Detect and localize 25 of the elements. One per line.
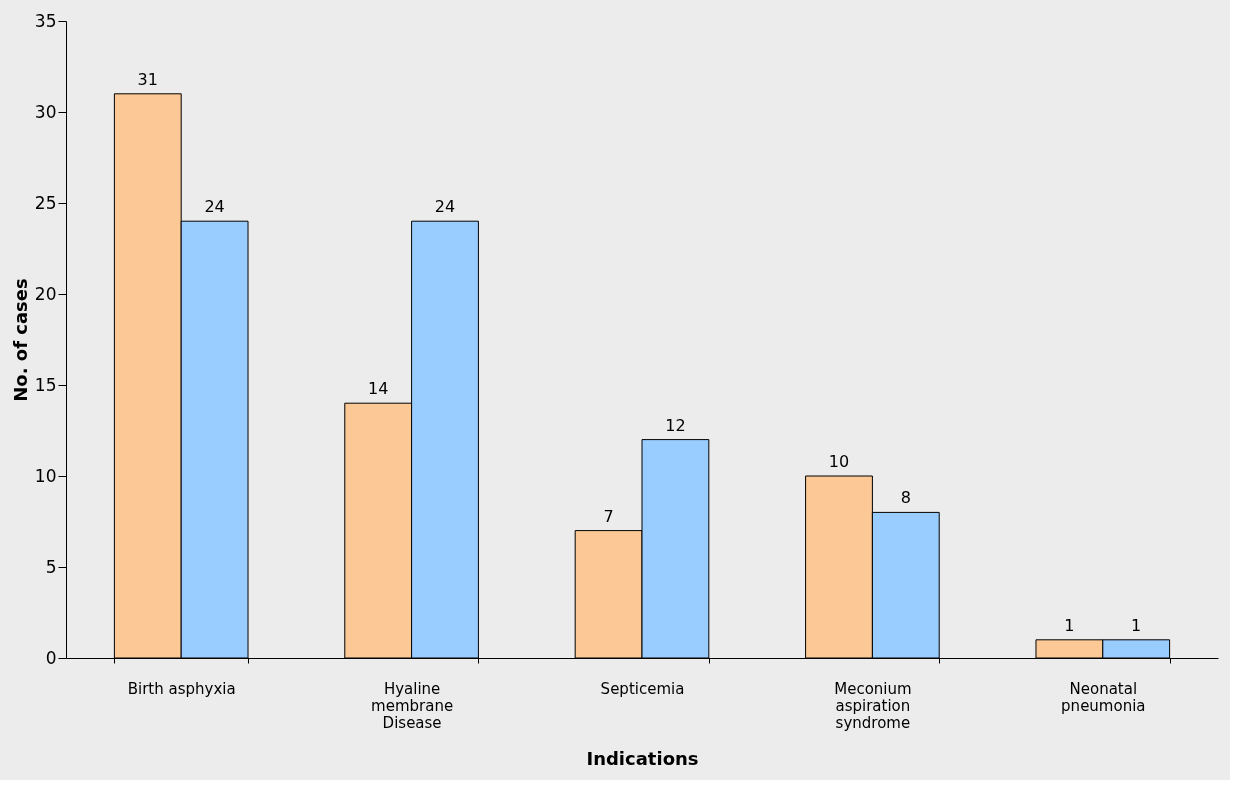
data-label: 12 (665, 415, 686, 435)
y-tick-label: 35 (34, 10, 57, 31)
x-tick-label: Neonatal pneumonia (1061, 679, 1146, 715)
x-tick-label: Birth asphyxia (127, 679, 236, 698)
y-tick-label: 20 (34, 283, 57, 304)
data-label: 14 (368, 379, 389, 399)
y-tick-label: 0 (45, 647, 57, 668)
data-label: 10 (828, 452, 850, 471)
data-label: 8 (900, 488, 911, 508)
y-tick-label: 15 (34, 374, 57, 395)
data-label: 7 (603, 506, 614, 526)
y-tick-label: 10 (34, 465, 57, 486)
y-tick-label: 5 (45, 556, 57, 577)
x-tick-label: Meconium aspiration syndrome (834, 679, 912, 732)
y-axis-title: No. of cases (9, 278, 31, 402)
data-label: 31 (137, 69, 158, 89)
y-tick-label: 30 (34, 101, 57, 122)
x-tick-label: Hyaline membrane Disease (371, 679, 454, 732)
x-axis-title: Indications (586, 747, 699, 769)
data-label: 24 (434, 197, 456, 217)
x-tick-label: Septicemia (600, 679, 685, 698)
data-label: 1 (1064, 615, 1075, 635)
data-label: 1 (1131, 615, 1142, 635)
data-label: 24 (204, 197, 225, 217)
y-tick-label: 25 (34, 192, 57, 213)
